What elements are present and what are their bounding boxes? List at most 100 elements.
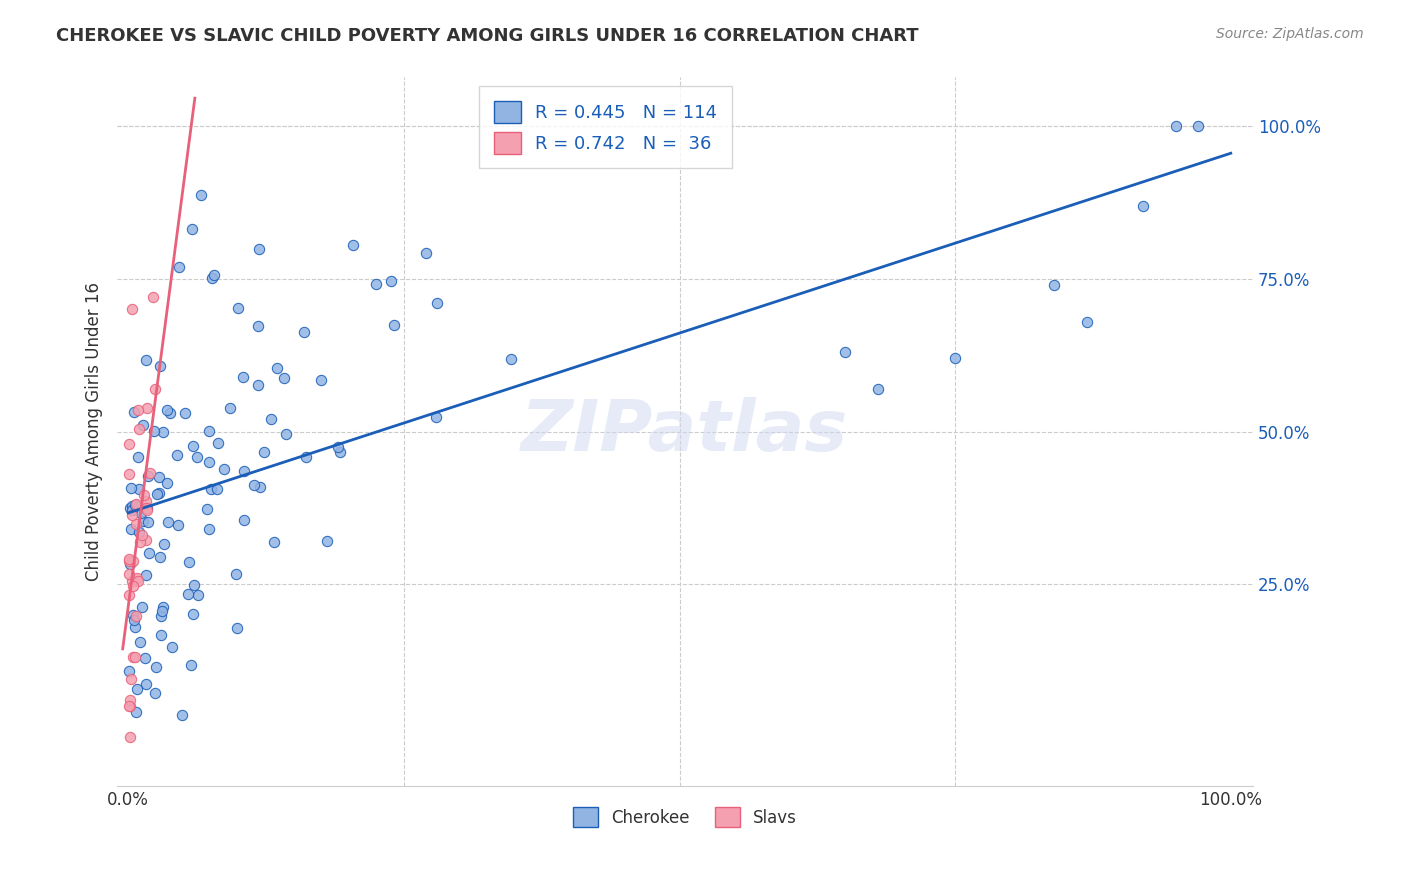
Point bbox=[125, 497, 148, 511]
Legend: Cherokee, Slavs: Cherokee, Slavs bbox=[567, 800, 804, 834]
Point bbox=[128, 422, 150, 436]
Point bbox=[134, 651, 156, 665]
Point bbox=[150, 609, 173, 624]
Point bbox=[266, 361, 288, 376]
Point bbox=[415, 245, 437, 260]
Point bbox=[128, 482, 150, 496]
Point bbox=[243, 477, 266, 491]
Point bbox=[124, 650, 146, 665]
Point bbox=[1132, 199, 1154, 213]
Point bbox=[120, 699, 142, 714]
Point bbox=[200, 482, 222, 496]
Point bbox=[121, 554, 143, 568]
Point bbox=[122, 613, 145, 627]
Point bbox=[121, 302, 143, 317]
Point bbox=[315, 533, 337, 548]
Point bbox=[118, 588, 141, 602]
Point bbox=[195, 501, 218, 516]
Point bbox=[128, 635, 150, 649]
Point bbox=[120, 672, 142, 686]
Point bbox=[183, 577, 205, 591]
Point bbox=[135, 533, 157, 547]
Point bbox=[142, 424, 165, 438]
Point bbox=[125, 705, 148, 719]
Point bbox=[260, 412, 283, 426]
Point bbox=[136, 515, 159, 529]
Point bbox=[121, 574, 143, 588]
Point bbox=[186, 450, 208, 464]
Point bbox=[207, 436, 229, 450]
Point bbox=[197, 455, 219, 469]
Point bbox=[121, 499, 143, 513]
Point bbox=[125, 571, 148, 585]
Point bbox=[169, 260, 191, 274]
Point bbox=[139, 466, 162, 480]
Point bbox=[148, 485, 170, 500]
Point bbox=[207, 482, 229, 496]
Point bbox=[127, 681, 149, 696]
Point bbox=[943, 351, 966, 366]
Point bbox=[136, 503, 159, 517]
Point bbox=[125, 517, 148, 532]
Point bbox=[132, 514, 155, 528]
Point bbox=[232, 370, 254, 384]
Point bbox=[135, 677, 157, 691]
Point bbox=[118, 467, 141, 482]
Point bbox=[120, 522, 142, 536]
Point bbox=[233, 513, 256, 527]
Point bbox=[342, 238, 364, 252]
Point bbox=[228, 301, 250, 315]
Point bbox=[187, 588, 209, 602]
Point bbox=[148, 469, 170, 483]
Point bbox=[1043, 278, 1066, 293]
Point bbox=[247, 319, 270, 334]
Point bbox=[173, 406, 195, 420]
Point bbox=[1187, 120, 1209, 134]
Point bbox=[134, 488, 156, 502]
Point bbox=[364, 277, 387, 291]
Point bbox=[118, 730, 141, 744]
Point bbox=[124, 498, 146, 512]
Point bbox=[197, 424, 219, 438]
Point bbox=[166, 448, 188, 462]
Point bbox=[190, 187, 212, 202]
Point bbox=[135, 500, 157, 515]
Point bbox=[121, 503, 143, 517]
Point bbox=[122, 650, 145, 665]
Point bbox=[150, 605, 173, 619]
Point bbox=[121, 508, 143, 523]
Point bbox=[127, 574, 149, 588]
Point bbox=[118, 664, 141, 678]
Point bbox=[120, 481, 142, 495]
Point bbox=[135, 401, 157, 415]
Point bbox=[219, 401, 242, 416]
Point bbox=[180, 221, 202, 235]
Point bbox=[180, 657, 202, 672]
Point bbox=[156, 402, 179, 417]
Point bbox=[177, 587, 200, 601]
Point bbox=[225, 621, 247, 635]
Point bbox=[132, 418, 155, 433]
Point bbox=[122, 579, 145, 593]
Point bbox=[152, 537, 174, 551]
Point bbox=[181, 439, 204, 453]
Point bbox=[149, 359, 172, 374]
Point bbox=[131, 599, 153, 614]
Point bbox=[131, 507, 153, 521]
Point bbox=[122, 405, 145, 419]
Point bbox=[177, 556, 200, 570]
Point bbox=[152, 600, 174, 615]
Point bbox=[247, 242, 270, 256]
Point bbox=[135, 568, 157, 582]
Point bbox=[136, 501, 159, 516]
Point bbox=[309, 373, 332, 387]
Text: ZIPatlas: ZIPatlas bbox=[522, 397, 849, 467]
Point bbox=[426, 295, 449, 310]
Point bbox=[128, 535, 150, 549]
Point bbox=[157, 516, 180, 530]
Point bbox=[499, 352, 522, 367]
Point bbox=[253, 445, 276, 459]
Point bbox=[142, 290, 165, 304]
Point bbox=[249, 480, 271, 494]
Point bbox=[170, 707, 193, 722]
